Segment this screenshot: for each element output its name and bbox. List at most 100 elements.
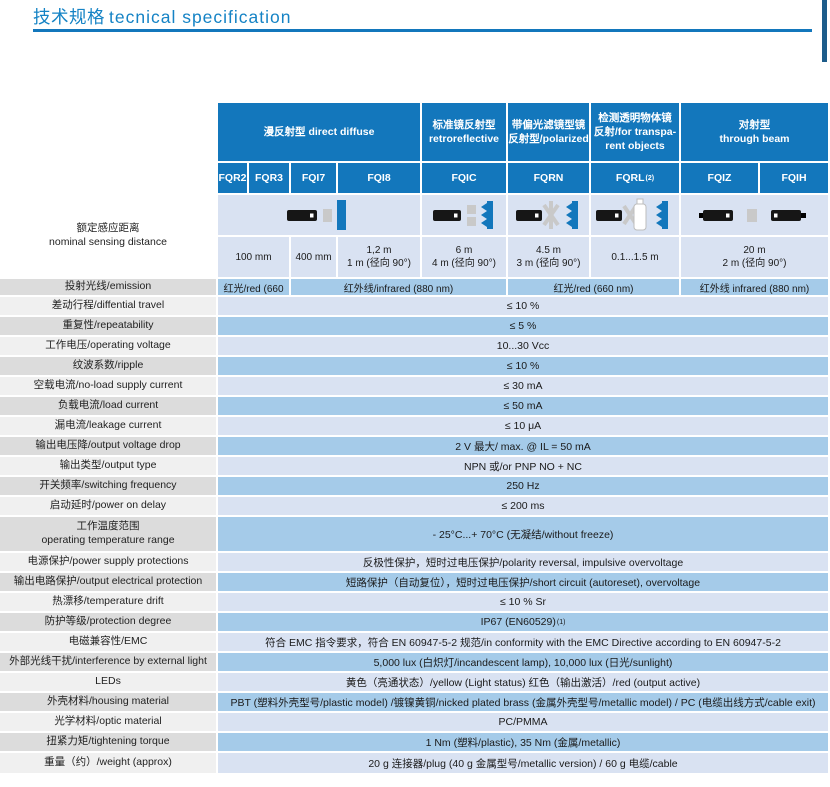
emission-grid: 红光/red (660 红外线/infrared (880 nm) 红光/red… (218, 279, 828, 295)
page-header: 技术规格 tecnical specification (0, 0, 830, 100)
spec-value: 20 g 连接器/plug (40 g 金属型号/metallic versio… (218, 753, 828, 773)
footnote-marker-1: (1) (556, 618, 566, 626)
spec-value: 2 V 最大/ max. @ IL = 50 mA (218, 437, 828, 455)
column-group-polarized: 带偏光滤镜型镜 反射型/polarized (508, 103, 589, 161)
spec-value: - 25°C...+ 70°C (无凝结/without freeze) (218, 517, 828, 551)
distance-fqr2-fqr3: 100 mm (218, 237, 289, 277)
sensing-distance-label: 额定感应距离 nominal sensing distance (49, 222, 167, 248)
corner-accent-bar (822, 0, 827, 62)
spec-value: PBT (塑料外壳型号/plastic model) /镀镍黄铜/nicked … (218, 693, 828, 711)
spec-row-tightening-torque: 扭紧力矩/tightening torque 1 Nm (塑料/plastic)… (0, 733, 828, 751)
spec-value: 反极性保护，短时过电压保护/polarity reversal, impulsi… (218, 553, 828, 571)
spec-value: 250 Hz (218, 477, 828, 495)
emission-infrared-through-beam: 红外线 infrared (880 nm) (681, 279, 828, 295)
model-fqi8: FQI8 (338, 163, 420, 193)
spec-value: 符合 EMC 指令要求，符合 EN 60947-5-2 规范/in confor… (218, 633, 828, 651)
column-group-transparent-objects: 检测透明物体镜 反射/for transpa- rent objects (591, 103, 679, 161)
sensing-distance-row: 100 mm 400 mm 1,2 m 1 m (径向 90°) 6 m 4 m… (218, 237, 828, 277)
spec-value: IP67 (EN60529) (1) (218, 613, 828, 631)
label-spacer (0, 103, 216, 161)
through-beam-sensor-icon (681, 195, 828, 235)
spec-label: 开关频率/switching frequency (0, 477, 216, 495)
group-header-row: 漫反射型 direct diffuse 标准镜反射型 retroreflecti… (0, 103, 828, 161)
spec-label: 重复性/repeatability (0, 317, 216, 335)
spec-label: 外壳材料/housing material (0, 693, 216, 711)
sensing-values: 100 mm 400 mm 1,2 m 1 m (径向 90°) 6 m 4 m… (218, 195, 828, 277)
illustration-row (218, 195, 828, 235)
emission-row: 投射光线/emission 红光/red (660 红外线/infrared (… (0, 279, 828, 295)
distance-fqi8: 1,2 m 1 m (径向 90°) (338, 237, 420, 277)
spec-label: 漏电流/leakage current (0, 417, 216, 435)
model-fqr3: FQR3 (249, 163, 289, 193)
spec-value: ≤ 10 μA (218, 417, 828, 435)
emission-infrared-diffuse: 红外线/infrared (880 nm) (291, 279, 506, 295)
label-spacer (0, 163, 216, 193)
distance-fqrl: 0.1...1.5 m (591, 237, 679, 277)
spec-value: 短路保护（自动复位），短时过电压保护/short circuit (autore… (218, 573, 828, 591)
model-fqi7: FQI7 (291, 163, 336, 193)
model-fqiz: FQIZ (681, 163, 758, 193)
page-title-zh: 技术规格 (33, 7, 105, 27)
polarized-sensor-icon (508, 195, 589, 235)
model-fqr2: FQR2 (218, 163, 247, 193)
spec-label: 空载电流/no-load supply current (0, 377, 216, 395)
spec-row-ripple: 纹波系数/ripple ≤ 10 % (0, 357, 828, 375)
column-group-through-beam: 对射型 through beam (681, 103, 828, 161)
transparent-object-sensor-icon (591, 195, 679, 235)
spec-row-differential-travel: 差动行程/diffential travel ≤ 10 % (0, 297, 828, 315)
spec-value: ≤ 30 mA (218, 377, 828, 395)
spec-label: 输出类型/output type (0, 457, 216, 475)
spec-row-external-light-interference: 外部光线干扰/interference by external light 5,… (0, 653, 828, 671)
spec-label: 防护等级/protection degree (0, 613, 216, 631)
spec-value: 10...30 Vcc (218, 337, 828, 355)
spec-row-output-type: 输出类型/output type NPN 或/or PNP NO + NC (0, 457, 828, 475)
spec-label: 工作温度范围 operating temperature range (0, 517, 216, 551)
spec-row-load-current: 负载电流/load current ≤ 50 mA (0, 397, 828, 415)
model-fqrn: FQRN (508, 163, 589, 193)
group-header-grid: 漫反射型 direct diffuse 标准镜反射型 retroreflecti… (218, 103, 828, 161)
spec-label: 负载电流/load current (0, 397, 216, 415)
spec-row-optic-material: 光学材料/optic material PC/PMMA (0, 713, 828, 731)
spec-label: 光学材料/optic material (0, 713, 216, 731)
spec-label: 电磁兼容性/EMC (0, 633, 216, 651)
spec-value: ≤ 10 % (218, 297, 828, 315)
title-underline (33, 29, 812, 32)
distance-fqic: 6 m 4 m (径向 90°) (422, 237, 506, 277)
footnote-marker-2: (2) (645, 174, 655, 182)
page-title-en: tecnical specification (109, 7, 292, 27)
spec-row-protection-degree: 防护等级/protection degree IP67 (EN60529) (1) (0, 613, 828, 631)
model-grid: FQR2 FQR3 FQI7 FQI8 FQIC FQRN FQRL (2) FQ… (218, 163, 828, 193)
model-fqrl: FQRL (2) (591, 163, 679, 193)
emission-red-polarized: 红光/red (660 nm) (508, 279, 679, 295)
spec-row-emc: 电磁兼容性/EMC 符合 EMC 指令要求，符合 EN 60947-5-2 规范… (0, 633, 828, 651)
spec-value: ≤ 10 % Sr (218, 593, 828, 611)
spec-label: 工作电压/operating voltage (0, 337, 216, 355)
spec-label: 热漂移/temperature drift (0, 593, 216, 611)
spec-value: 1 Nm (塑料/plastic), 35 Nm (金属/metallic) (218, 733, 828, 751)
sensing-block: 额定感应距离 nominal sensing distance (0, 195, 828, 277)
spec-row-output-voltage-drop: 输出电压降/output voltage drop 2 V 最大/ max. @… (0, 437, 828, 455)
spec-label: 重量（约）/weight (approx) (0, 753, 216, 773)
column-group-direct-diffuse: 漫反射型 direct diffuse (218, 103, 420, 161)
emission-label: 投射光线/emission (0, 279, 216, 295)
spec-value: 黄色（亮通状态）/yellow (Light status) 红色（输出激活）/… (218, 673, 828, 691)
spec-row-switching-frequency: 开关频率/switching frequency 250 Hz (0, 477, 828, 495)
model-fqic: FQIC (422, 163, 506, 193)
column-group-retroreflective: 标准镜反射型 retroreflective (422, 103, 506, 161)
spec-value: ≤ 50 mA (218, 397, 828, 415)
model-row: FQR2 FQR3 FQI7 FQI8 FQIC FQRN FQRL (2) FQ… (0, 163, 828, 193)
spec-value: NPN 或/or PNP NO + NC (218, 457, 828, 475)
spec-label: LEDs (0, 673, 216, 691)
spec-row-operating-temperature: 工作温度范围 operating temperature range - 25°… (0, 517, 828, 551)
spec-row-output-electrical-protection: 输出电路保护/output electrical protection 短路保护… (0, 573, 828, 591)
spec-label: 电源保护/power supply protections (0, 553, 216, 571)
spec-row-housing-material: 外壳材料/housing material PBT (塑料外壳型号/plasti… (0, 693, 828, 711)
spec-value: PC/PMMA (218, 713, 828, 731)
specification-table: 漫反射型 direct diffuse 标准镜反射型 retroreflecti… (0, 103, 828, 775)
spec-row-power-supply-protections: 电源保护/power supply protections 反极性保护，短时过电… (0, 553, 828, 571)
spec-label: 外部光线干扰/interference by external light (0, 653, 216, 671)
emission-red-diffuse: 红光/red (660 (218, 279, 289, 295)
spec-label: 启动延时/power on delay (0, 497, 216, 515)
spec-value: ≤ 5 % (218, 317, 828, 335)
